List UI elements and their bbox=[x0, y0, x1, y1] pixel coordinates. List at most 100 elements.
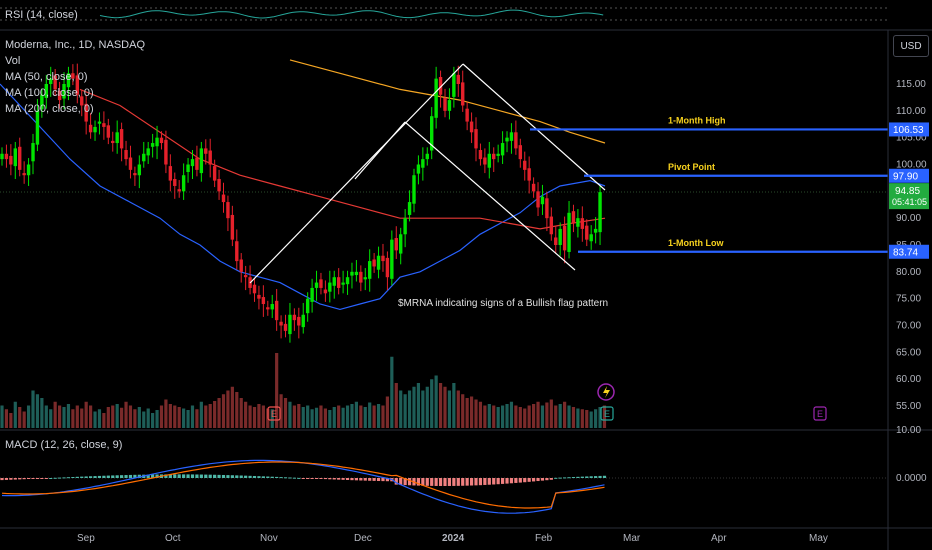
volume-bar bbox=[0, 405, 4, 428]
candle-body bbox=[164, 139, 168, 165]
candle-body bbox=[465, 108, 469, 122]
volume-bar bbox=[115, 404, 119, 428]
volume-bar bbox=[275, 353, 279, 428]
volume-bar bbox=[208, 404, 212, 428]
macd-histogram-bar bbox=[474, 478, 478, 486]
candle-body bbox=[434, 78, 438, 118]
macd-histogram-bar bbox=[44, 478, 48, 479]
macd-histogram-bar bbox=[297, 477, 301, 479]
macd-histogram-bar bbox=[469, 478, 474, 486]
volume-bar bbox=[368, 402, 372, 428]
volume-bar bbox=[62, 407, 66, 428]
candle-body bbox=[412, 175, 416, 204]
candle-body bbox=[177, 189, 181, 192]
candle-body bbox=[500, 143, 505, 156]
volume-bar bbox=[66, 404, 71, 428]
volume-bar bbox=[111, 405, 115, 428]
volume-bar bbox=[549, 399, 553, 428]
volume-bar bbox=[354, 401, 358, 428]
macd-histogram-bar bbox=[173, 474, 177, 478]
macd-histogram-bar bbox=[567, 477, 571, 479]
macd-histogram-bar bbox=[35, 478, 40, 479]
currency-button[interactable]: USD bbox=[893, 35, 929, 57]
volume-bar bbox=[376, 404, 381, 428]
time-tick-label: Dec bbox=[354, 533, 372, 544]
candle-body bbox=[62, 84, 66, 99]
candle-body bbox=[266, 307, 270, 310]
volume-bar bbox=[461, 394, 465, 428]
lightning-bolt-icon bbox=[603, 386, 610, 398]
macd-pane: 10.00 0.0000 bbox=[0, 425, 932, 514]
volume-bar bbox=[332, 407, 336, 428]
macd-histogram-bar bbox=[594, 476, 598, 478]
candle-body bbox=[545, 198, 549, 219]
volume-bar bbox=[26, 405, 31, 428]
candle-body bbox=[438, 77, 443, 95]
symbol-title: Moderna, Inc., 1D, NASDAQ bbox=[5, 39, 145, 51]
volume-bar bbox=[492, 405, 496, 428]
macd-label: MACD (12, 26, close, 9) bbox=[5, 439, 123, 451]
volume-bar bbox=[155, 410, 159, 428]
volume-bar bbox=[186, 410, 190, 428]
macd-histogram-bar bbox=[563, 477, 567, 479]
macd-histogram-bar bbox=[372, 478, 376, 481]
macd-histogram-bar bbox=[4, 478, 9, 480]
pattern-line bbox=[404, 121, 576, 271]
candle-body bbox=[199, 148, 204, 174]
macd-histogram-bar bbox=[57, 477, 62, 479]
macd-histogram-bar bbox=[230, 475, 234, 478]
macd-histogram-bar bbox=[252, 475, 257, 478]
volume-bar bbox=[314, 407, 319, 428]
volume-bar bbox=[567, 405, 571, 428]
ma50-label: MA (50, close, 0) bbox=[5, 71, 88, 83]
macd-tick-label: 10.00 bbox=[896, 425, 921, 436]
volume-bar bbox=[558, 404, 562, 428]
time-tick-label: Apr bbox=[711, 533, 727, 544]
macd-histogram-bar bbox=[602, 475, 607, 478]
macd-histogram-bar bbox=[399, 478, 403, 485]
volume-bar bbox=[235, 392, 239, 428]
volume-bar bbox=[199, 401, 203, 428]
macd-histogram-bar bbox=[235, 475, 239, 478]
macd-histogram-bar bbox=[487, 478, 491, 485]
candle-body bbox=[75, 75, 80, 95]
time-axis[interactable]: Sep Oct Nov Dec 2024 Feb Mar Apr May bbox=[0, 527, 932, 544]
macd-histogram-bar bbox=[323, 478, 327, 480]
volume-bar bbox=[244, 401, 248, 428]
candle-body bbox=[328, 282, 332, 292]
candle-body bbox=[279, 321, 283, 326]
countdown-tag: 05:41:05 bbox=[892, 197, 927, 207]
candle-body bbox=[598, 192, 602, 233]
candle-body bbox=[323, 289, 328, 294]
volume-bar bbox=[279, 394, 283, 428]
earnings-icon bbox=[600, 406, 614, 421]
lightning-icon bbox=[597, 383, 615, 401]
candle-body bbox=[580, 218, 585, 229]
ma200-label: MA (200, close, 0) bbox=[5, 103, 94, 115]
volume-bar bbox=[204, 405, 208, 428]
macd-histogram-bar bbox=[80, 476, 84, 478]
candle-body bbox=[399, 234, 403, 254]
macd-histogram-bar bbox=[483, 478, 487, 485]
volume-bar bbox=[407, 390, 412, 428]
macd-line bbox=[1, 459, 605, 514]
candle-body bbox=[421, 159, 425, 168]
candle-body bbox=[425, 153, 429, 160]
candle-body bbox=[9, 155, 13, 165]
candle-body bbox=[243, 275, 248, 278]
macd-histogram-bar bbox=[576, 476, 580, 478]
volume-bar bbox=[421, 390, 425, 428]
price-axis[interactable]: 115.00110.00105.00100.0095.0090.0085.008… bbox=[887, 30, 927, 550]
volume-bar bbox=[89, 405, 93, 428]
volume-bar bbox=[527, 405, 531, 428]
volume-bar bbox=[580, 409, 584, 428]
volume-bar bbox=[13, 401, 17, 428]
volume-bar bbox=[31, 390, 35, 428]
macd-histogram-bar bbox=[182, 474, 186, 478]
price-tick-label: 105.00 bbox=[896, 133, 927, 144]
candle-body bbox=[478, 150, 483, 160]
volume-bar bbox=[359, 405, 363, 428]
candle-body bbox=[115, 132, 119, 144]
candle-body bbox=[173, 178, 177, 186]
